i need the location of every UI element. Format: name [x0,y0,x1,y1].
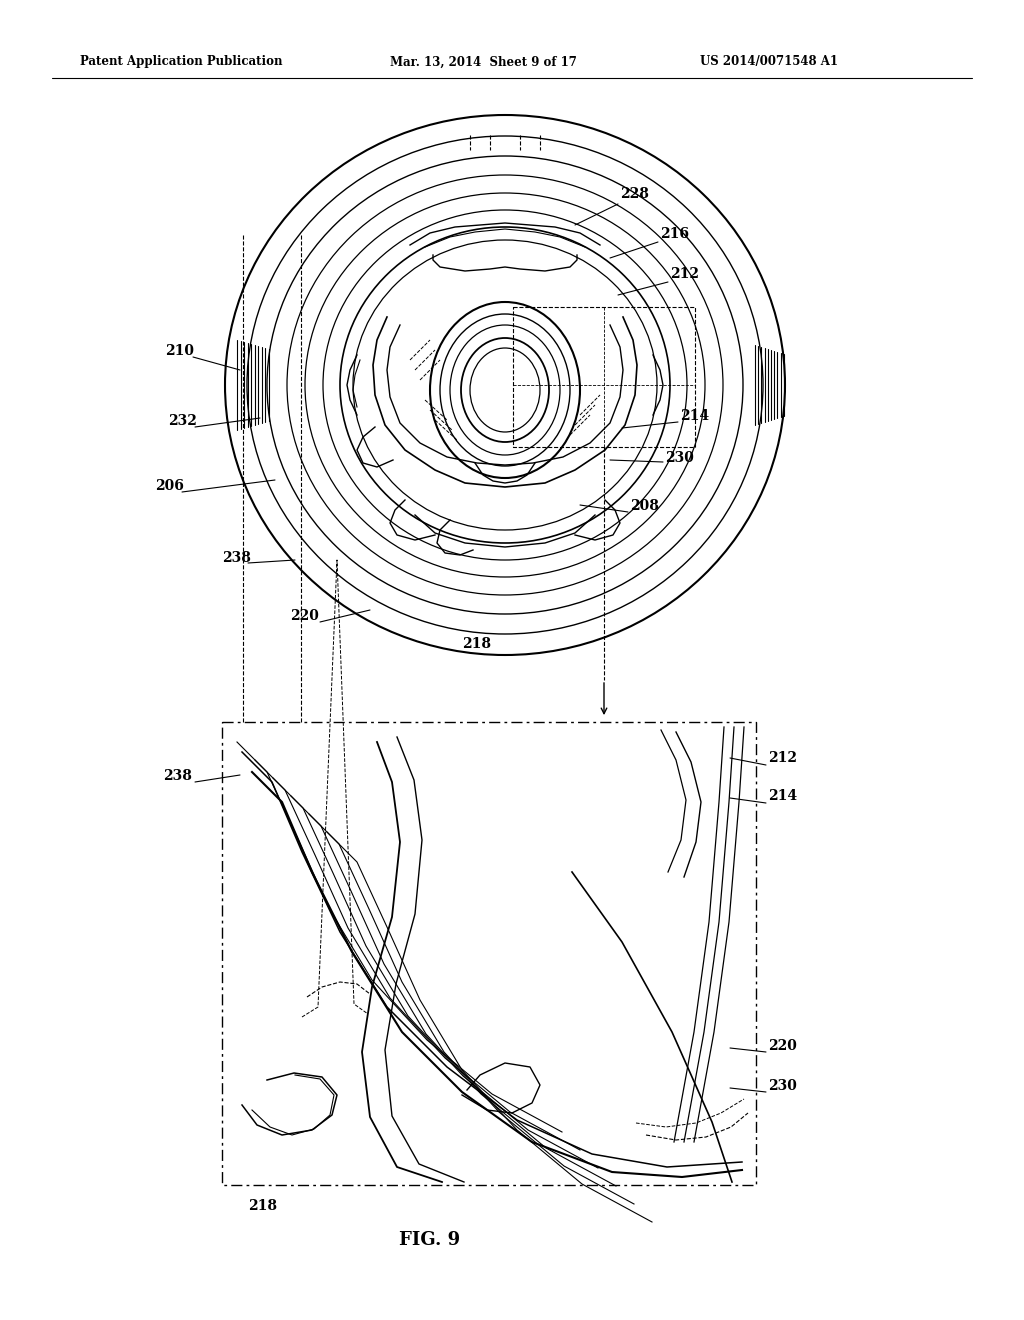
Bar [222,722,756,1185]
Text: 230: 230 [665,451,694,465]
Text: 208: 208 [630,499,658,513]
Text: FIG. 9: FIG. 9 [399,1232,461,1249]
Text: 214: 214 [768,789,797,803]
Text: 230: 230 [768,1078,797,1093]
Text: 214: 214 [680,409,710,422]
Text: 238: 238 [163,770,191,783]
Bar [513,308,695,447]
Text: 206: 206 [155,479,184,492]
Text: Patent Application Publication: Patent Application Publication [80,55,283,69]
Text: US 2014/0071548 A1: US 2014/0071548 A1 [700,55,838,69]
Text: 210: 210 [165,345,194,358]
Text: 218: 218 [248,1199,278,1213]
Text: 218: 218 [462,638,490,651]
Text: 228: 228 [620,187,649,201]
Text: Mar. 13, 2014  Sheet 9 of 17: Mar. 13, 2014 Sheet 9 of 17 [390,55,577,69]
Text: 220: 220 [768,1039,797,1053]
Text: 212: 212 [670,267,699,281]
Text: 232: 232 [168,414,197,428]
Text: 216: 216 [660,227,689,242]
Text: 212: 212 [768,751,797,766]
Text: 220: 220 [290,609,318,623]
Text: 238: 238 [222,550,251,565]
